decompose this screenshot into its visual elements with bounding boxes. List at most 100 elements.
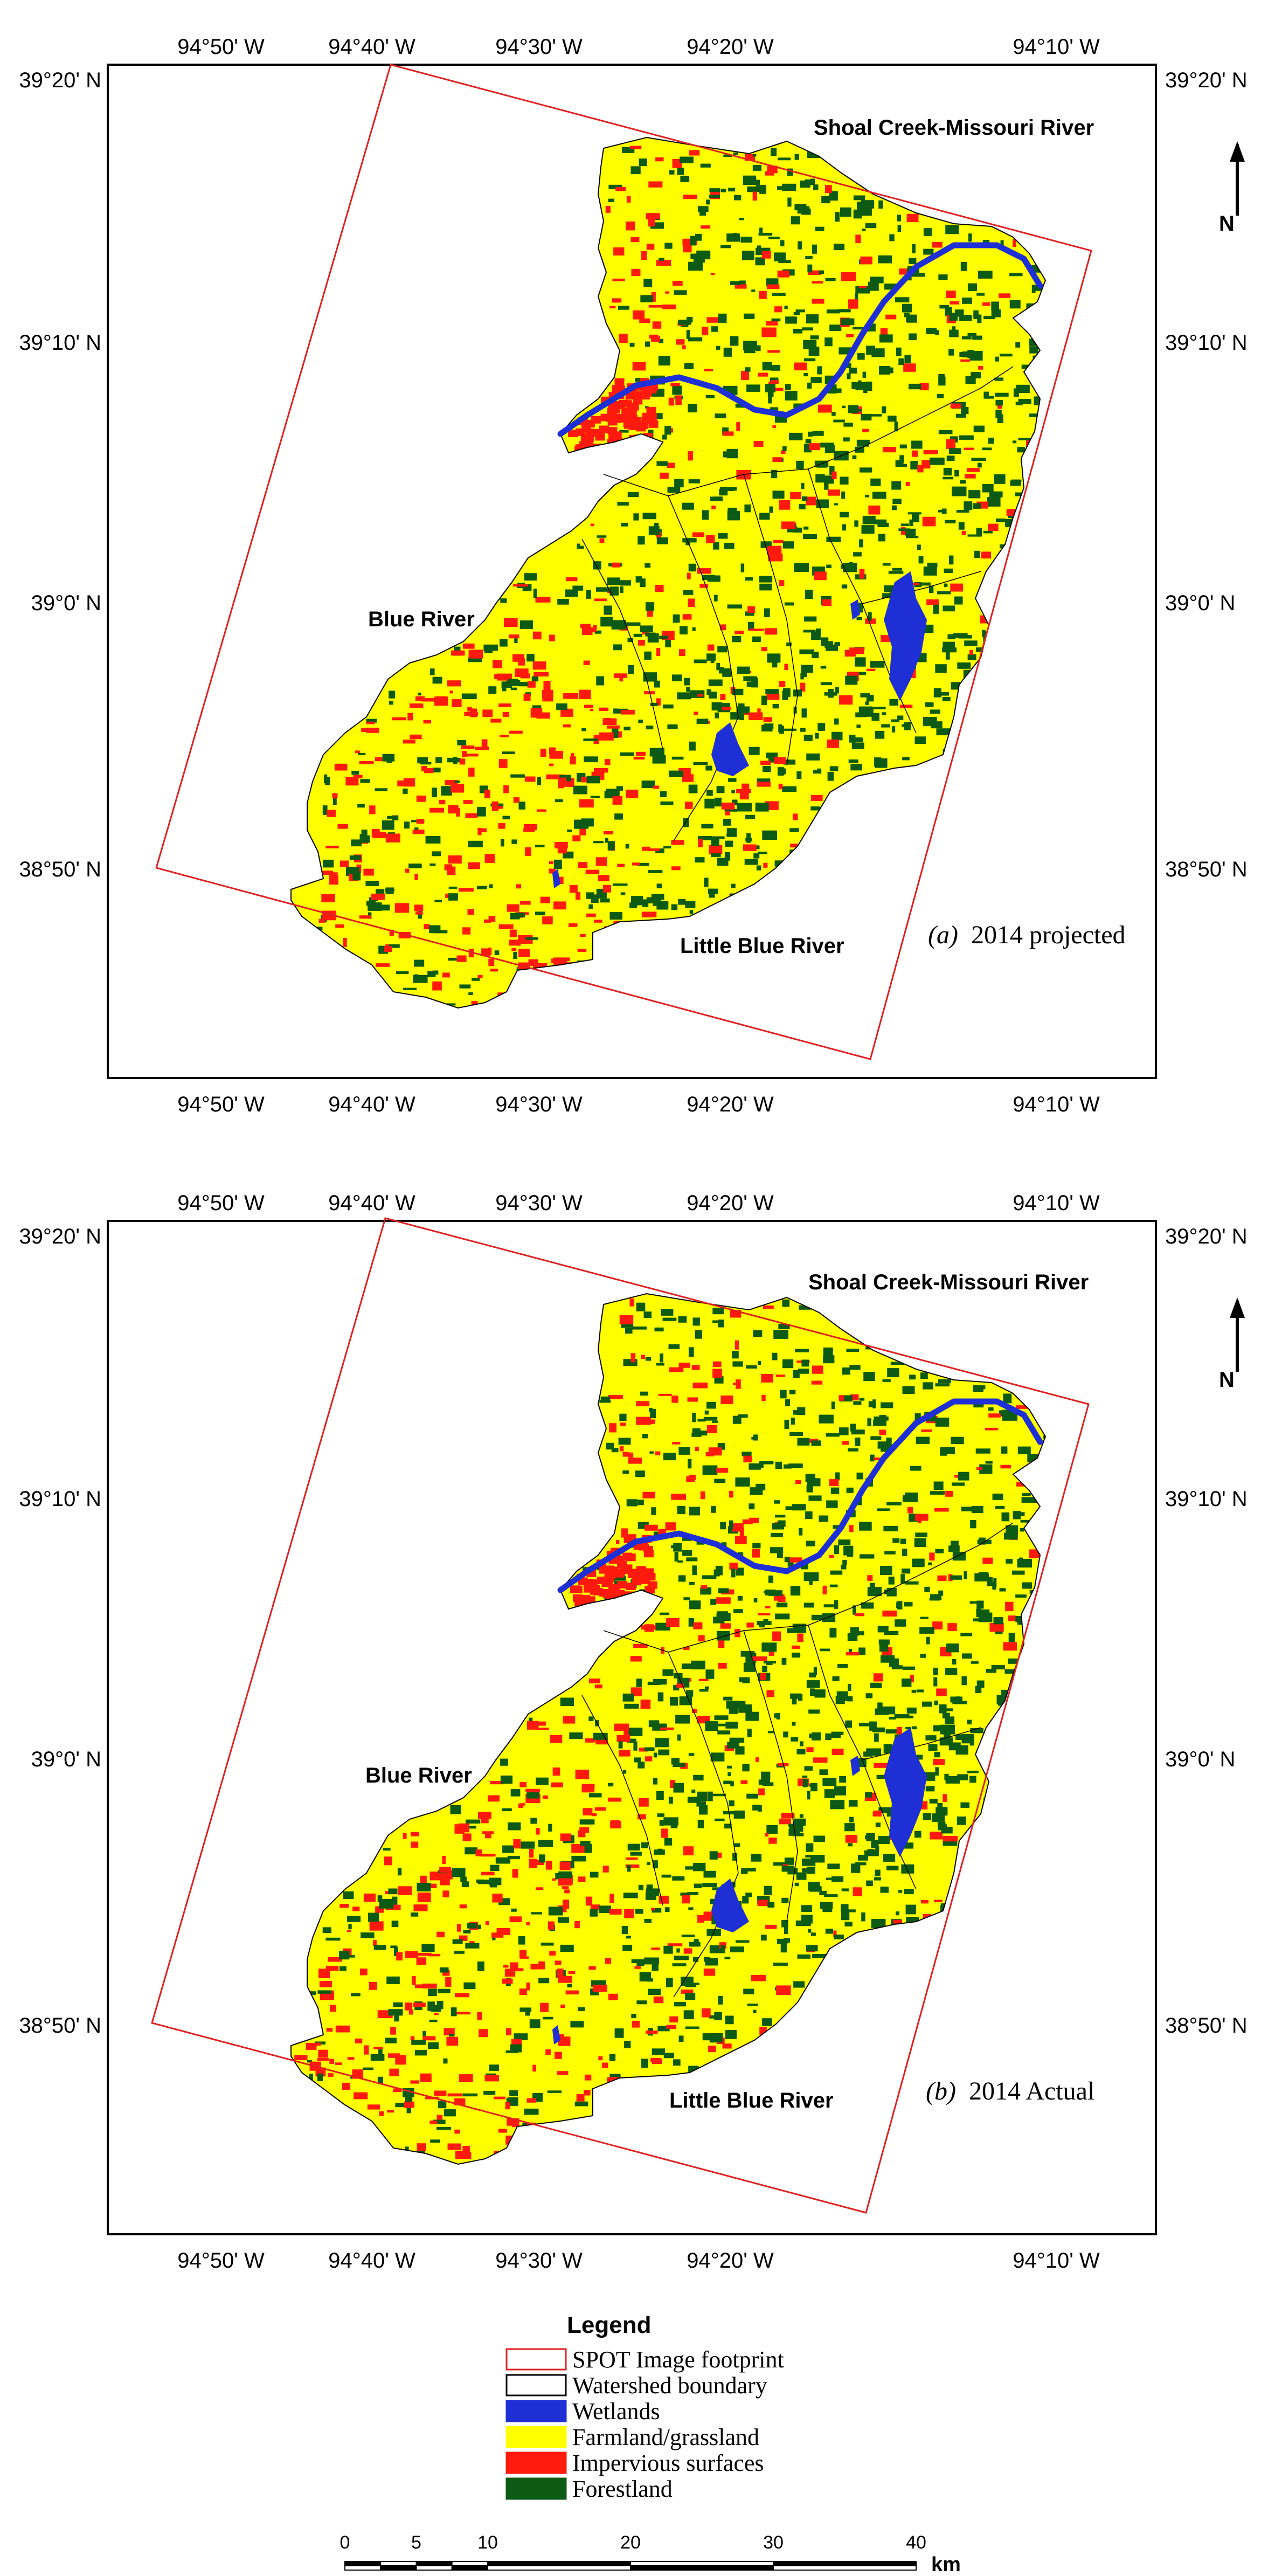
legend-label: Watershed boundary (572, 2372, 767, 2399)
left-tick-label: 38°50' N (19, 858, 101, 881)
top-tick-label: 94°20' W (687, 1191, 774, 1215)
left-tick-label: 39°20' N (19, 68, 101, 92)
panel-caption: (a) 2014 projected (928, 921, 1126, 949)
bottom-tick-label: 94°30' W (495, 2249, 583, 2273)
bottom-tick-label: 94°50' W (177, 1093, 265, 1116)
land-cover-speckle (315, 146, 1045, 1008)
top-tick-label: 94°30' W (495, 1191, 583, 1215)
caption-text: 2014 projected (971, 921, 1126, 949)
scale-bar-label: 10 (477, 2532, 498, 2553)
caption-letter: (b) (926, 2077, 956, 2105)
north-label: N (1219, 1368, 1235, 1392)
left-tick-label: 39°0' N (31, 591, 101, 615)
lake (850, 599, 860, 620)
bottom-tick-label: 94°40' W (328, 2249, 415, 2273)
top-tick-label: 94°20' W (687, 35, 774, 59)
caption-letter: (a) (928, 921, 958, 949)
scale-bar: 0 5 10 20 30 40 km (340, 2532, 961, 2576)
left-tick-label: 39°10' N (19, 331, 101, 355)
subwatershed-line (862, 571, 981, 604)
top-tick-label: 94°50' W (177, 35, 265, 59)
legend-label: SPOT Image footprint (572, 2346, 784, 2373)
svg-text:(b) 2014 Actual: (b) 2014 Actual (926, 2077, 1094, 2105)
left-tick-label: 38°50' N (19, 2014, 101, 2038)
scale-bar-label: 0 (340, 2532, 350, 2553)
legend-item: Forestland (505, 2476, 673, 2502)
top-tick-label: 94°10' W (1013, 1191, 1100, 1215)
legend-title: Legend (567, 2312, 651, 2338)
top-tick-label: 94°50' W (177, 1191, 265, 1215)
graticule-ticks: 94°50' W 94°50' W 94°40' W 94°40' W 94°30' W… (19, 35, 1247, 1116)
left-tick-label: 39°0' N (31, 1748, 101, 1771)
watershed-boundary (290, 136, 1047, 1009)
lake (884, 1728, 927, 1857)
right-tick-label: 38°50' N (1165, 858, 1248, 881)
map-panel-b: 94°50' W 94°50' W 94°40' W 94°40' W 94°30' W… (19, 1191, 1247, 2273)
panel-caption: (b) 2014 Actual (926, 2077, 1094, 2105)
subwatershed-line (743, 1630, 798, 1922)
right-tick-label: 39°0' N (1165, 591, 1235, 615)
subwatershed-line (581, 1695, 663, 1906)
top-tick-label: 94°10' W (1013, 35, 1100, 59)
bottom-tick-label: 94°50' W (177, 2249, 265, 2273)
svg-text:(a) 2014 projected: (a) 2014 projected (928, 921, 1126, 949)
subwatershed-line (603, 1522, 1014, 1653)
scale-bar-segment-top (487, 2561, 631, 2566)
wetlands (552, 1398, 1043, 2045)
legend-item: Farmland/grassland (505, 2424, 759, 2450)
legend-item: Impervious surfaces (505, 2450, 764, 2476)
legend-item: Watershed boundary (505, 2372, 767, 2399)
right-tick-label: 38°50' N (1165, 2014, 1248, 2038)
subwatershed-line (862, 1727, 981, 1760)
scale-bar-segments (344, 2561, 917, 2571)
top-tick-label: 94°30' W (495, 35, 583, 59)
legend-swatch (505, 2400, 567, 2422)
legend-label: Impervious surfaces (572, 2450, 764, 2476)
north-label: N (1219, 212, 1235, 236)
legend-label: Forestland (572, 2476, 673, 2502)
legend-label: Wetlands (572, 2398, 660, 2425)
right-tick-label: 39°0' N (1165, 1748, 1235, 1771)
watershed-label-little-blue: Little Blue River (680, 934, 844, 958)
scale-bar-label: 5 (411, 2532, 421, 2553)
lake (711, 1879, 749, 1932)
scale-bar-segment-top (451, 2561, 488, 2566)
lake (552, 869, 560, 888)
scale-bar-labels: 0 5 10 20 30 40 (340, 2532, 926, 2553)
bottom-tick-label: 94°20' W (687, 2249, 774, 2273)
legend-item: Wetlands (505, 2398, 660, 2425)
subwatershed-lines (581, 1522, 1014, 1998)
watershed-label-shoal-creek: Shoal Creek-Missouri River (814, 116, 1094, 140)
subwatershed-line (743, 474, 798, 766)
left-tick-label: 39°10' N (19, 1487, 101, 1511)
subwatershed-line (581, 538, 663, 750)
bottom-tick-label: 94°10' W (1013, 1093, 1100, 1116)
right-tick-label: 39°10' N (1165, 331, 1248, 355)
watershed-boundary (290, 1293, 1047, 2165)
legend-swatch (505, 2374, 567, 2397)
lake (884, 571, 927, 701)
top-tick-label: 94°40' W (328, 1191, 415, 1215)
lake (711, 722, 749, 776)
legend-swatch (505, 2477, 567, 2500)
subwatershed-line (668, 1652, 739, 1998)
scale-bar-segment-bottom (380, 2565, 417, 2571)
legend-swatch (505, 2348, 567, 2371)
watershed-label-blue-river: Blue River (365, 1764, 472, 1787)
bottom-tick-label: 94°40' W (328, 1093, 415, 1116)
lake (552, 2025, 560, 2045)
scale-bar-label: 20 (620, 2532, 641, 2553)
scale-bar-unit: km (931, 2553, 961, 2576)
caption-text: 2014 Actual (969, 2077, 1094, 2105)
scale-bar-label: 30 (763, 2532, 784, 2553)
right-tick-label: 39°20' N (1165, 1225, 1248, 1248)
subwatershed-line (668, 495, 739, 841)
top-tick-label: 94°40' W (328, 35, 415, 59)
scale-bar-segment-bottom (344, 2565, 382, 2571)
north-arrow-head-icon (1230, 141, 1245, 162)
spot-image-footprint (151, 1217, 1090, 2214)
watershed-label-blue-river: Blue River (368, 607, 475, 631)
spot-image-footprint (155, 64, 1092, 1060)
